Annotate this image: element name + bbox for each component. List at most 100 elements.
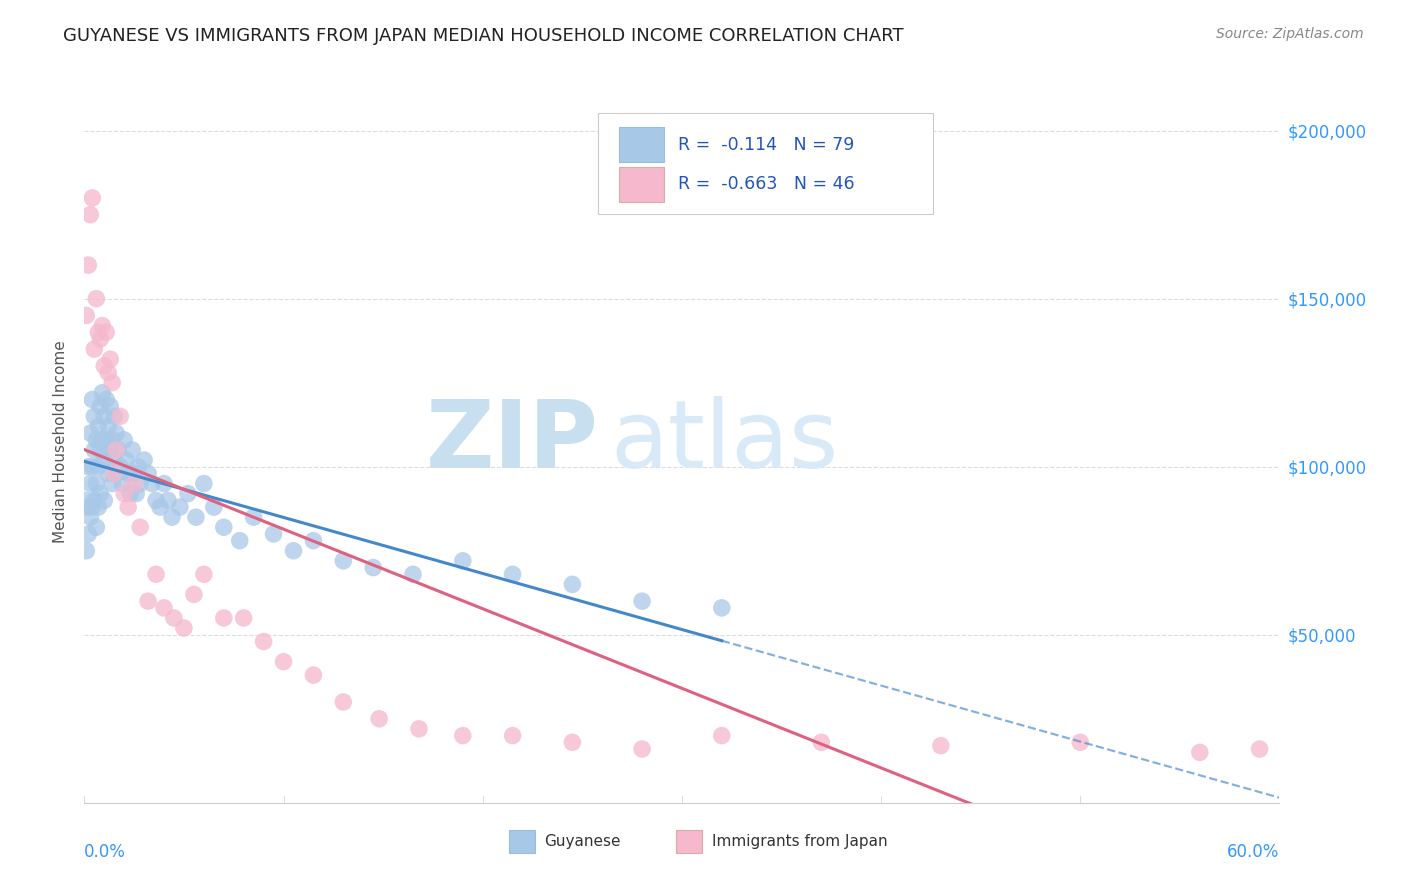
Point bbox=[103, 409, 125, 424]
FancyBboxPatch shape bbox=[619, 167, 664, 202]
Point bbox=[93, 453, 115, 467]
Point bbox=[97, 467, 120, 481]
Point bbox=[87, 419, 110, 434]
Point bbox=[98, 352, 121, 367]
Point bbox=[132, 453, 156, 467]
Point bbox=[121, 442, 143, 457]
Point bbox=[83, 493, 105, 508]
Point bbox=[75, 309, 97, 323]
Point bbox=[253, 634, 276, 648]
Point bbox=[451, 729, 474, 743]
Point bbox=[127, 459, 149, 474]
Text: Source: ZipAtlas.com: Source: ZipAtlas.com bbox=[1216, 27, 1364, 41]
Point bbox=[141, 476, 163, 491]
Text: GUYANESE VS IMMIGRANTS FROM JAPAN MEDIAN HOUSEHOLD INCOME CORRELATION CHART: GUYANESE VS IMMIGRANTS FROM JAPAN MEDIAN… bbox=[63, 27, 904, 45]
Point bbox=[212, 611, 235, 625]
Point bbox=[111, 476, 134, 491]
Point bbox=[177, 486, 200, 500]
Text: ZIP: ZIP bbox=[426, 395, 599, 488]
Point bbox=[283, 543, 305, 558]
Point bbox=[79, 426, 101, 441]
Point bbox=[93, 409, 115, 424]
Point bbox=[96, 433, 118, 447]
Point bbox=[86, 292, 108, 306]
Point bbox=[929, 739, 952, 753]
Point bbox=[332, 554, 354, 568]
FancyBboxPatch shape bbox=[619, 128, 664, 162]
Point bbox=[97, 366, 120, 380]
Text: 0.0%: 0.0% bbox=[84, 843, 127, 861]
Point bbox=[101, 376, 124, 390]
Point bbox=[77, 527, 100, 541]
Point bbox=[402, 567, 425, 582]
Point bbox=[502, 567, 524, 582]
Point bbox=[110, 459, 132, 474]
Point bbox=[103, 467, 125, 481]
Point bbox=[89, 442, 111, 457]
Point bbox=[361, 560, 384, 574]
Point bbox=[117, 467, 139, 481]
Point bbox=[87, 459, 110, 474]
Point bbox=[368, 712, 391, 726]
Point bbox=[79, 510, 101, 524]
Point bbox=[193, 567, 215, 582]
Point bbox=[153, 476, 176, 491]
Point bbox=[91, 385, 114, 400]
Point bbox=[810, 735, 832, 749]
Point bbox=[129, 520, 152, 534]
Point bbox=[98, 399, 121, 413]
Point bbox=[561, 735, 583, 749]
Point bbox=[83, 409, 105, 424]
Y-axis label: Median Household Income: Median Household Income bbox=[52, 340, 67, 543]
Point bbox=[232, 611, 254, 625]
Point bbox=[87, 326, 110, 340]
Point bbox=[77, 258, 100, 272]
Point bbox=[79, 208, 101, 222]
Point bbox=[93, 359, 115, 373]
Point bbox=[82, 459, 104, 474]
Point bbox=[451, 554, 474, 568]
Point bbox=[82, 392, 104, 407]
Point bbox=[631, 742, 654, 756]
Point bbox=[105, 426, 128, 441]
Point bbox=[77, 500, 100, 514]
Point bbox=[89, 486, 111, 500]
Point bbox=[145, 567, 167, 582]
Point bbox=[212, 520, 235, 534]
Point bbox=[125, 486, 148, 500]
Point bbox=[87, 500, 110, 514]
Point bbox=[631, 594, 654, 608]
Point bbox=[82, 191, 104, 205]
Point bbox=[79, 476, 101, 491]
Point bbox=[202, 500, 225, 514]
Point bbox=[110, 409, 132, 424]
Point bbox=[1188, 745, 1211, 759]
Point bbox=[163, 611, 186, 625]
Point bbox=[89, 399, 111, 413]
Point bbox=[1249, 742, 1271, 756]
Point bbox=[263, 527, 285, 541]
Point bbox=[105, 442, 128, 457]
Point bbox=[184, 510, 207, 524]
Point bbox=[86, 476, 108, 491]
FancyBboxPatch shape bbox=[676, 830, 702, 854]
Point bbox=[105, 467, 128, 481]
Point bbox=[242, 510, 264, 524]
Point bbox=[229, 533, 252, 548]
Point bbox=[302, 533, 325, 548]
Point bbox=[107, 442, 129, 457]
FancyBboxPatch shape bbox=[509, 830, 534, 854]
Point bbox=[75, 543, 97, 558]
Point bbox=[408, 722, 430, 736]
Point bbox=[91, 318, 114, 333]
Point bbox=[173, 621, 195, 635]
Point bbox=[96, 392, 118, 407]
Point bbox=[710, 600, 733, 615]
Point bbox=[1069, 735, 1091, 749]
Point bbox=[86, 433, 108, 447]
Point bbox=[302, 668, 325, 682]
Text: atlas: atlas bbox=[610, 395, 838, 488]
Point bbox=[145, 493, 167, 508]
Point bbox=[122, 476, 145, 491]
Point bbox=[169, 500, 191, 514]
